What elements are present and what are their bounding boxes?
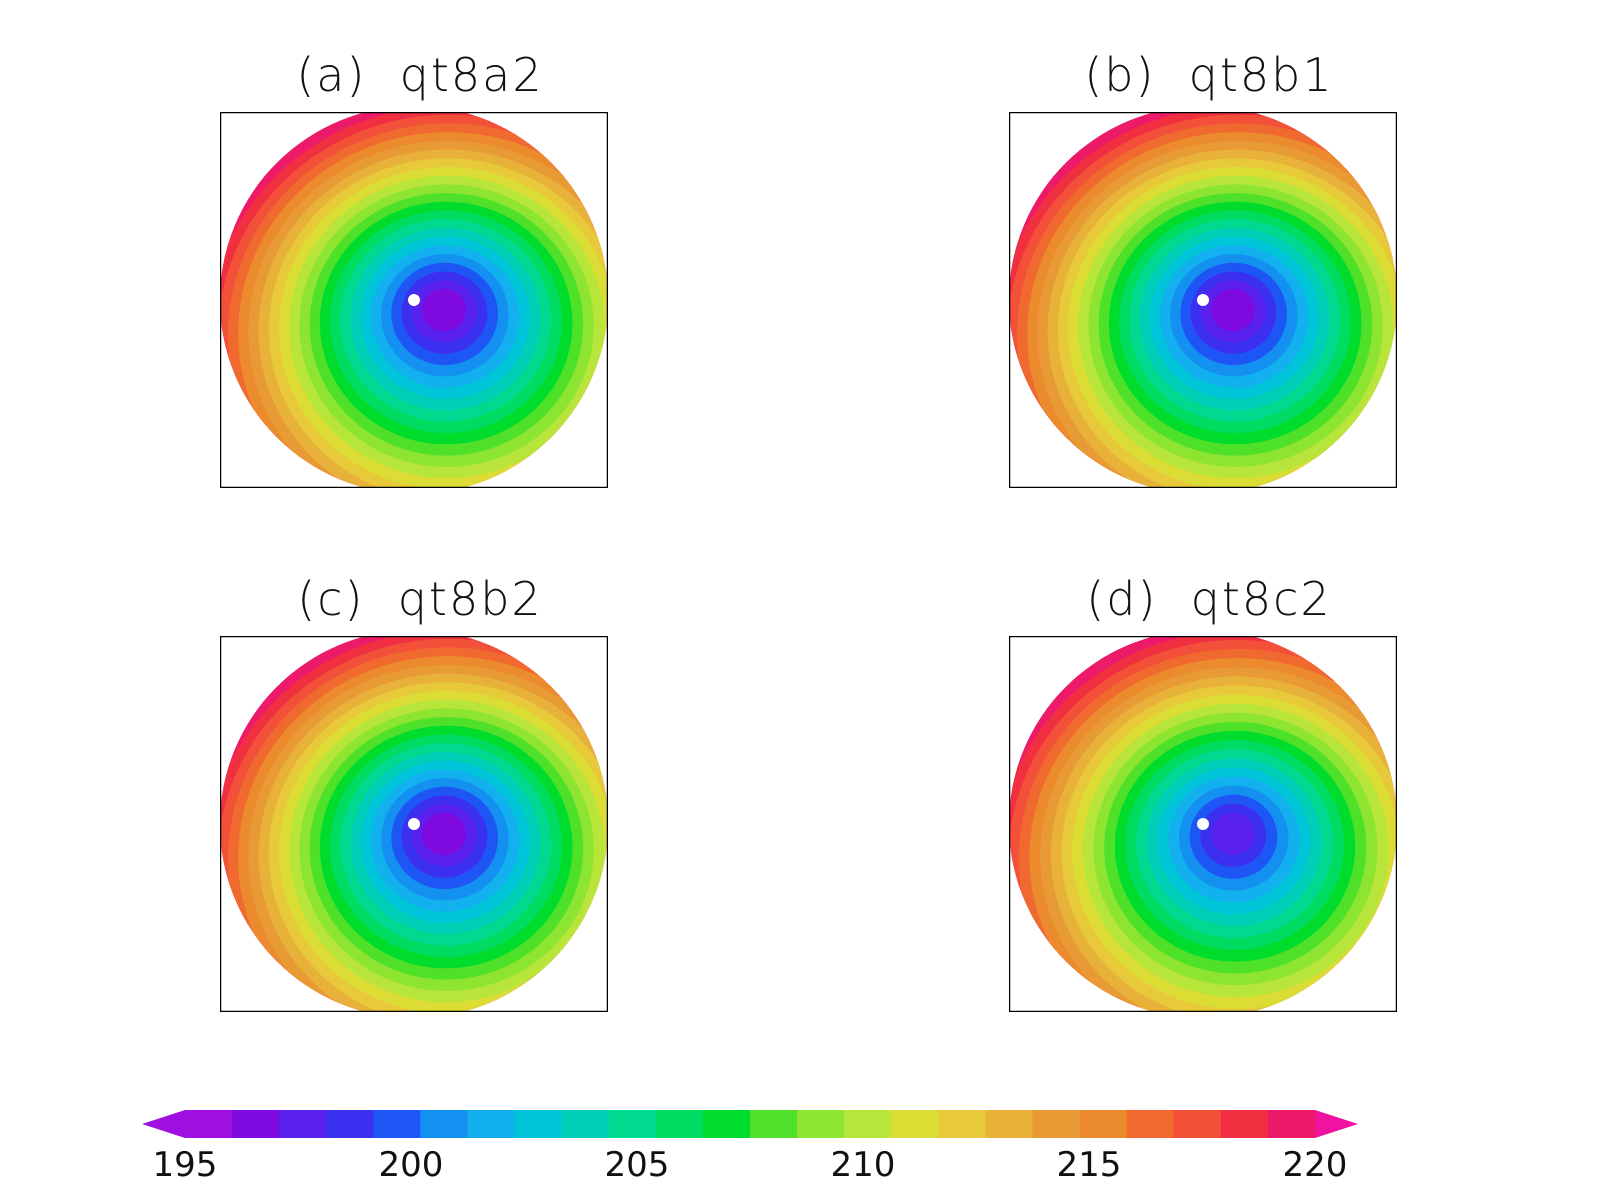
panel-frame: [1009, 636, 1397, 1012]
colorbar-swatch: [797, 1110, 845, 1138]
colorbar-swatch: [514, 1110, 563, 1138]
colorbar-swatch: [420, 1110, 468, 1138]
colorbar-swatch: [750, 1110, 798, 1138]
polar-map: [220, 636, 608, 1012]
temperature-field: [1009, 636, 1397, 1012]
panel-title: (b) qt8b1: [1084, 48, 1334, 102]
colorbar-extend-low: [142, 1110, 185, 1138]
panel-frame: [220, 636, 608, 1012]
colorbar-tick-label: 210: [831, 1145, 896, 1185]
panel-title: (d) qt8c2: [1086, 572, 1332, 626]
polar-map: [1009, 112, 1397, 488]
panel-qt8a2: (a) qt8a2: [220, 46, 620, 506]
polar-map: [1009, 636, 1397, 1012]
colorbar-swatch: [1126, 1110, 1175, 1138]
contour-band: [1211, 288, 1255, 332]
pole-marker: [408, 818, 420, 830]
colorbar-swatch: [561, 1110, 610, 1138]
colorbar-swatch: [185, 1110, 233, 1138]
temperature-field: [220, 112, 608, 488]
colorbar-swatch: [655, 1110, 704, 1138]
colorbar-swatch: [985, 1110, 1033, 1138]
colorbar-swatch: [1079, 1110, 1128, 1138]
contour-band: [422, 288, 466, 332]
colorbar-swatch: [467, 1110, 516, 1138]
colorbar-tick-label: 215: [1057, 1145, 1122, 1185]
contour-band: [1211, 812, 1255, 856]
colorbar-swatch: [373, 1110, 421, 1138]
colorbar-tick-label: 205: [605, 1145, 670, 1185]
pole-marker: [408, 294, 420, 306]
colorbar-swatch: [279, 1110, 327, 1138]
colorbar-swatch: [702, 1110, 751, 1138]
colorbar-swatch: [844, 1110, 892, 1138]
panel-qt8b2: (c) qt8b2: [220, 570, 620, 1030]
colorbar-swatch: [1220, 1110, 1269, 1138]
colorbar: 195 200 205 210 215 220: [142, 1110, 1358, 1185]
panel-qt8c2: (d) qt8c2: [1009, 570, 1409, 1030]
panel-title: (a) qt8a2: [296, 48, 544, 102]
colorbar-swatch: [938, 1110, 986, 1138]
colorbar-tick-label: 195: [153, 1145, 218, 1185]
colorbar-swatch: [232, 1110, 280, 1138]
colorbar-tick-label: 200: [379, 1145, 444, 1185]
colorbar-swatch: [326, 1110, 374, 1138]
colorbar-swatch: [891, 1110, 939, 1138]
colorbar-tick-label: 220: [1283, 1145, 1348, 1185]
pole-marker: [1197, 294, 1209, 306]
panel-title: (c) qt8b2: [297, 572, 543, 626]
panel-frame: [220, 112, 608, 488]
polar-map: [220, 112, 608, 488]
colorbar-extend-high: [1315, 1110, 1358, 1138]
panel-qt8b1: (b) qt8b1: [1009, 46, 1409, 506]
colorbar-swatch: [1173, 1110, 1222, 1138]
panel-frame: [1009, 112, 1397, 488]
pole-marker: [1197, 818, 1209, 830]
colorbar-swatch: [1267, 1110, 1316, 1138]
colorbar-swatch: [608, 1110, 657, 1138]
colorbar-swatch: [1032, 1110, 1081, 1138]
contour-band: [422, 812, 466, 856]
